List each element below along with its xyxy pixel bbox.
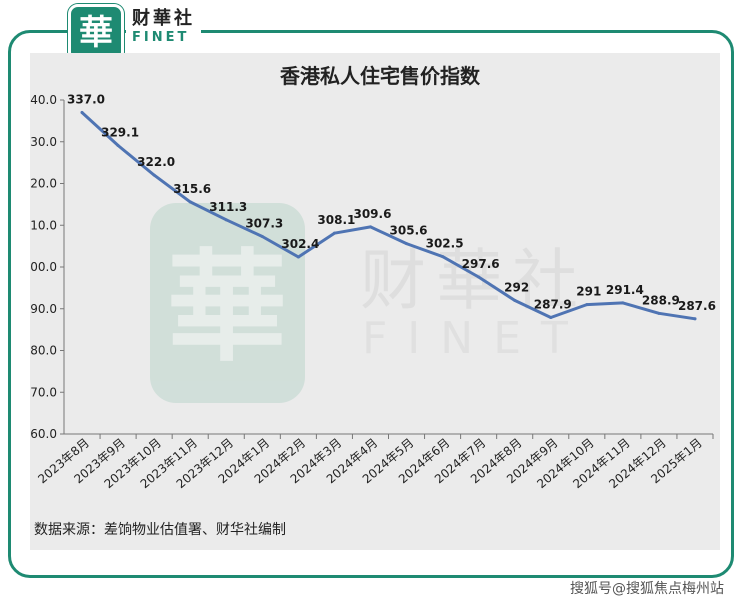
data-label: 311.3 bbox=[209, 200, 247, 214]
y-tick-label: 280.0 bbox=[30, 344, 57, 358]
data-label: 297.6 bbox=[462, 257, 500, 271]
y-tick-label: 290.0 bbox=[30, 302, 57, 316]
data-point bbox=[116, 144, 120, 148]
data-point bbox=[549, 316, 553, 320]
y-tick-label: 310.0 bbox=[30, 218, 57, 232]
data-point bbox=[332, 231, 336, 235]
data-point bbox=[693, 317, 697, 321]
watermark-logo-icon bbox=[150, 203, 305, 403]
data-label: 337.0 bbox=[67, 93, 105, 107]
y-tick-labels: 260.0 270.0 280.0 290.0 300.0 310.0 320.0 330.0… bbox=[30, 93, 64, 441]
brand-name-en: FINET bbox=[132, 30, 190, 45]
chart-title: 香港私人住宅售价指数 bbox=[280, 64, 481, 88]
data-label: 292 bbox=[504, 280, 529, 294]
data-point bbox=[405, 242, 409, 246]
data-label: 329.1 bbox=[101, 126, 139, 140]
watermark-logo-char: 華 bbox=[167, 239, 287, 378]
data-point bbox=[224, 218, 228, 222]
y-tick-label: 330.0 bbox=[30, 135, 57, 149]
data-label: 315.6 bbox=[173, 182, 211, 196]
data-label: 288.9 bbox=[642, 293, 680, 307]
data-label: 305.6 bbox=[390, 224, 428, 238]
y-tick-label: 300.0 bbox=[30, 260, 57, 274]
brand-block: 财華社 FINET bbox=[126, 8, 201, 46]
data-label: 291 bbox=[576, 285, 601, 299]
data-label: 307.3 bbox=[245, 217, 283, 231]
credit-text: 搜狐号@搜狐焦点梅州站 bbox=[570, 581, 724, 597]
x-tick-labels: 2023年8月2023年9月2023年10月2023年11月2023年12月20… bbox=[35, 434, 714, 491]
data-label: 287.6 bbox=[678, 299, 716, 313]
data-point bbox=[513, 298, 517, 302]
watermark-name-cn: 财華社 bbox=[360, 242, 588, 319]
watermark-name-en: FINET bbox=[362, 313, 588, 364]
data-point bbox=[260, 235, 264, 239]
series-line-path bbox=[80, 111, 697, 321]
data-point bbox=[296, 255, 300, 259]
data-point bbox=[188, 200, 192, 204]
line-chart: 華 财華社 FINET 香港私人住宅售价指数 260.0 270.0 280.0 29… bbox=[30, 64, 716, 491]
brand-logo: 華 bbox=[68, 4, 124, 62]
data-point bbox=[477, 275, 481, 279]
data-point bbox=[368, 225, 372, 229]
brand-name-cn: 财華社 bbox=[132, 8, 195, 29]
data-point bbox=[152, 173, 156, 177]
data-label: 302.4 bbox=[281, 237, 319, 251]
y-tick-label: 340.0 bbox=[30, 93, 57, 107]
data-label: 291.4 bbox=[606, 283, 644, 297]
brand-logo-char: 華 bbox=[79, 13, 113, 53]
data-labels: 337.0 329.1 322.0 315.6 311.3 307.3 302.4 308.1… bbox=[67, 93, 716, 313]
data-point bbox=[80, 111, 84, 115]
data-label: 287.9 bbox=[534, 298, 572, 312]
series-line bbox=[80, 111, 697, 321]
watermark: 華 财華社 FINET bbox=[150, 203, 588, 403]
data-label: 302.5 bbox=[426, 237, 464, 251]
y-tick-label: 270.0 bbox=[30, 385, 57, 399]
data-point bbox=[585, 303, 589, 307]
y-tick-label: 320.0 bbox=[30, 177, 57, 191]
chart-panel: 華 财華社 FINET 香港私人住宅售价指数 260.0 270.0 280.0 29… bbox=[30, 53, 720, 550]
y-tick-label: 260.0 bbox=[30, 427, 57, 441]
data-label: 308.1 bbox=[317, 213, 355, 227]
data-point bbox=[441, 255, 445, 259]
data-point bbox=[657, 311, 661, 315]
data-point bbox=[621, 301, 625, 305]
data-label: 322.0 bbox=[137, 155, 175, 169]
data-label: 309.6 bbox=[353, 207, 391, 221]
source-note: 数据来源：差饷物业估值署、财华社编制 bbox=[34, 522, 286, 538]
